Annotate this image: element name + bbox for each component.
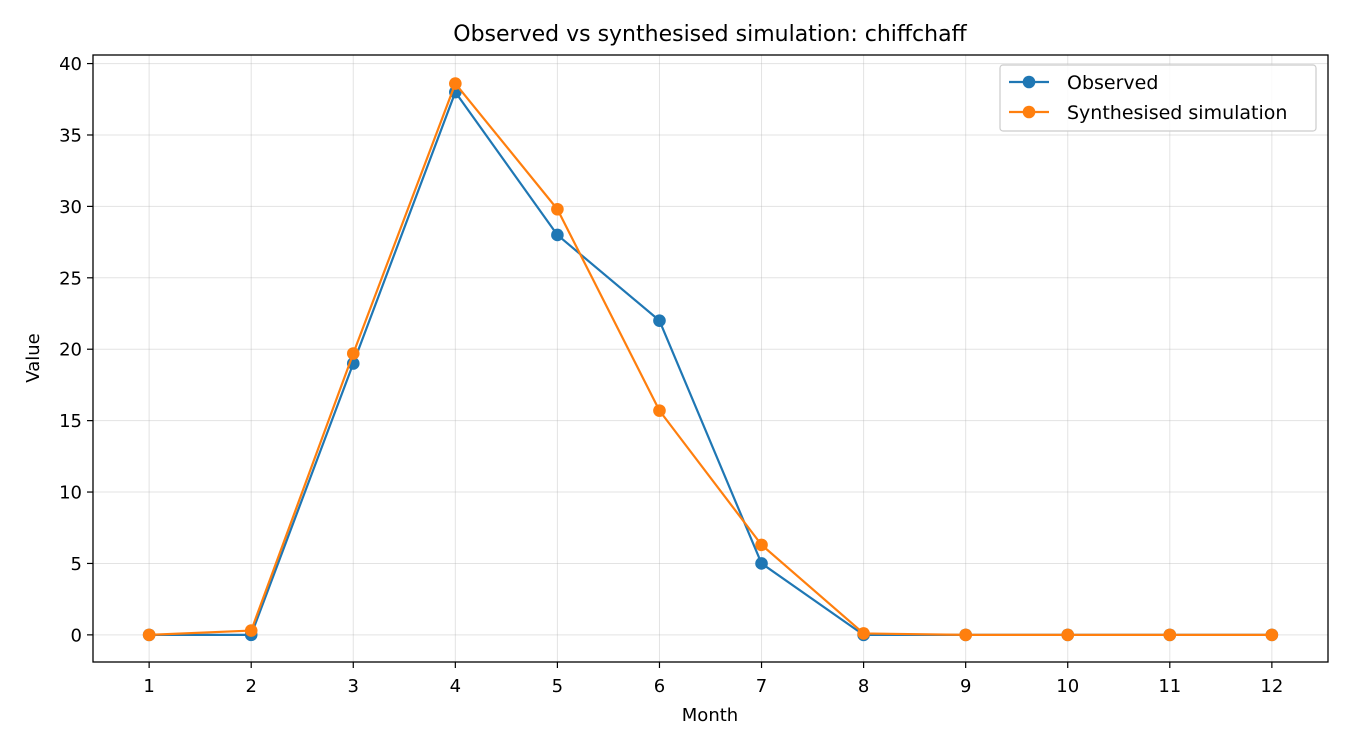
y-tick-label: 35 xyxy=(59,125,82,146)
plot-frame xyxy=(92,54,1329,663)
y-tick-label: 15 xyxy=(59,411,82,432)
data-point-synthesised-simulation xyxy=(449,77,462,90)
x-tick-label: 4 xyxy=(450,676,461,697)
data-point-synthesised-simulation xyxy=(142,628,156,642)
data-point-synthesised-simulation xyxy=(857,627,870,640)
y-tick-label: 20 xyxy=(59,340,82,361)
grid xyxy=(93,55,1328,662)
data-point-observed xyxy=(551,228,564,242)
x-tick-label: 9 xyxy=(960,676,971,697)
legend-box xyxy=(999,64,1317,132)
series-layer xyxy=(142,77,1279,642)
y-axis-label: Value xyxy=(23,333,44,382)
legend-marker-observed xyxy=(1022,75,1036,89)
x-tick-label: 10 xyxy=(1056,676,1079,697)
x-tick-label: 11 xyxy=(1158,676,1181,697)
data-point-observed xyxy=(653,314,666,327)
data-point-synthesised-simulation xyxy=(1163,628,1177,642)
data-point-synthesised-simulation xyxy=(244,624,258,637)
data-point-synthesised-simulation xyxy=(551,202,564,216)
chart-title: Observed vs synthesised simulation: chif… xyxy=(453,22,967,47)
legend-label-observed: Observed xyxy=(1067,72,1158,94)
x-tick-label: 5 xyxy=(552,676,563,697)
x-tick-label: 8 xyxy=(858,676,869,697)
x-tick-label: 12 xyxy=(1260,676,1283,697)
x-tick-label: 7 xyxy=(756,676,767,697)
y-tick-label: 10 xyxy=(59,483,82,504)
x-tick-label: 2 xyxy=(245,676,256,697)
y-tick-label: 5 xyxy=(71,554,82,575)
data-point-observed xyxy=(755,557,768,570)
data-point-synthesised-simulation xyxy=(653,404,666,417)
y-tick-label: 0 xyxy=(71,625,82,646)
legend-marker-synthesised xyxy=(1022,105,1036,119)
data-point-synthesised-simulation xyxy=(755,538,768,552)
data-point-synthesised-simulation xyxy=(1061,628,1075,642)
y-tick-label: 40 xyxy=(59,54,82,75)
legend: Observed Synthesised simulation xyxy=(999,64,1317,132)
x-tick-label: 3 xyxy=(348,676,359,697)
data-point-synthesised-simulation xyxy=(346,347,360,360)
y-tick-label: 30 xyxy=(59,197,82,218)
legend-label-synthesised: Synthesised simulation xyxy=(1067,102,1287,124)
data-point-synthesised-simulation xyxy=(959,628,972,642)
x-tick-label: 6 xyxy=(654,676,665,697)
x-tick-label: 1 xyxy=(143,676,154,697)
series-line-synthesised-simulation xyxy=(149,82,1272,636)
data-point-synthesised-simulation xyxy=(1265,628,1279,642)
y-tick-label: 25 xyxy=(59,268,82,289)
x-axis-label: Month xyxy=(682,705,738,726)
